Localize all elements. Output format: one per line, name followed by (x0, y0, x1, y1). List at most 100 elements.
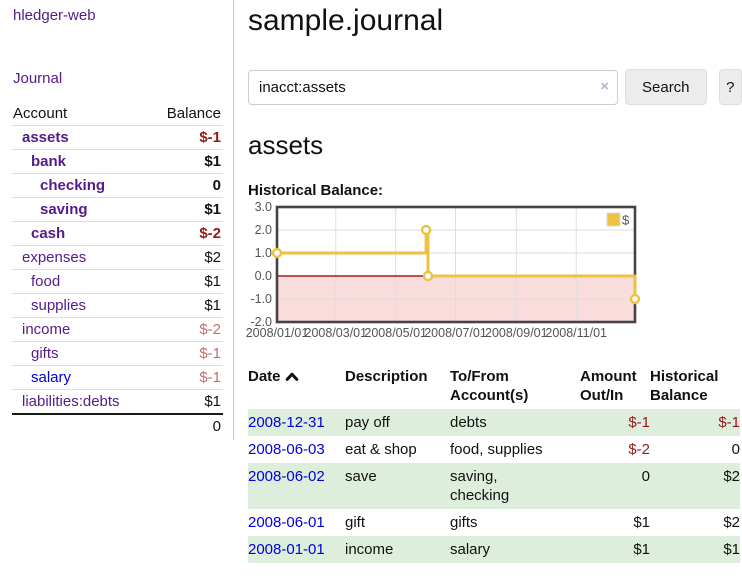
transaction-balance: 0 (731, 441, 740, 458)
account-row: expenses $2 (12, 245, 223, 270)
transaction-accounts: debts (450, 414, 487, 431)
transaction-amount: $1 (633, 541, 650, 558)
account-heading: assets (248, 130, 324, 160)
transaction-description: income (345, 541, 394, 558)
x-tick-label: 2008/11/01 (545, 326, 607, 340)
y-tick-label: -2.0 (250, 315, 272, 329)
sidebar: hledger-web Journal Account Balance asse… (0, 0, 233, 438)
register-row: 2008-06-02 save saving, checking 0 $2 (248, 463, 740, 509)
account-balance: $-1 (199, 129, 221, 146)
account-row: assets $-1 (12, 125, 223, 150)
balance-chart[interactable]: $3.0 2.0 1.0 0.0 -1.0 -2.02008/01/012008/03/0… (246, 200, 742, 342)
accounts-total-row: 0 (12, 414, 223, 438)
sort-ascending-icon (285, 368, 299, 387)
account-link[interactable]: food (31, 273, 61, 290)
account-link[interactable]: bank (31, 153, 67, 170)
account-row: income $-2 (12, 317, 223, 342)
register-row: 2008-01-01 income salary $1 $1 (248, 536, 740, 563)
accounts-header-row: Account Balance (12, 102, 223, 126)
transaction-amount: $-1 (628, 414, 650, 431)
chart-point (420, 224, 432, 236)
account-link[interactable]: gifts (31, 345, 59, 362)
account-link[interactable]: saving (40, 201, 88, 218)
clear-search-icon[interactable]: × (600, 77, 609, 95)
account-row: cash $-2 (12, 221, 223, 246)
search-input-wrap: × (248, 69, 618, 105)
search-bar: × Search ? (248, 69, 742, 105)
transaction-balance: $2 (723, 514, 740, 531)
account-balance: $1 (204, 201, 221, 218)
transaction-date-link[interactable]: 2008-06-03 (248, 441, 325, 458)
sidebar-divider (233, 0, 234, 440)
sidebar-item-journal[interactable]: Journal (13, 70, 63, 87)
y-tick-label: 2.0 (255, 223, 272, 237)
accounts-table: Account Balance assets $-1 bank $1 checking 0… (12, 102, 223, 438)
register-header-amount: Amount Out/In (580, 368, 637, 404)
account-row: salary $-1 (12, 365, 223, 390)
account-row: saving $1 (12, 197, 223, 222)
transaction-date-link[interactable]: 2008-12-31 (248, 414, 325, 431)
y-tick-label: 3.0 (255, 200, 272, 214)
register-header-date[interactable]: Date (248, 365, 345, 409)
legend-label: $ (622, 213, 630, 228)
account-link[interactable]: income (22, 321, 71, 338)
account-balance: $-2 (199, 225, 221, 242)
register-row: 2008-06-01 gift gifts $1 $2 (248, 509, 740, 536)
transaction-description: gift (345, 514, 366, 531)
chart-point (422, 270, 434, 282)
account-link[interactable]: liabilities:debts (22, 393, 120, 410)
y-tick-label: -1.0 (250, 292, 272, 306)
account-row: food $1 (12, 269, 223, 294)
page-title: sample.journal (248, 4, 444, 37)
account-link[interactable]: checking (40, 177, 106, 194)
transaction-date-link[interactable]: 2008-06-02 (248, 468, 325, 485)
account-balance: $-2 (199, 321, 221, 338)
register-header-row: Date Description To/From Account(s) Amou… (248, 365, 740, 409)
main-content: sample.journal × Search ? assets Histori… (246, 0, 742, 563)
help-button[interactable]: ? (718, 69, 742, 105)
register-table-body: 2008-12-31 pay off debts $-1 $-1 2008-06-03 ea… (248, 409, 740, 563)
account-balance: $1 (204, 273, 221, 290)
search-input[interactable] (248, 69, 618, 105)
legend-swatch (606, 212, 621, 227)
app-brand-link[interactable]: hledger-web (13, 7, 96, 24)
x-tick-label: 2008/05/01 (364, 326, 427, 340)
transaction-accounts: gifts (450, 514, 478, 531)
register-table: Date Description To/From Account(s) Amou… (248, 365, 740, 563)
account-row: gifts $-1 (12, 341, 223, 366)
y-tick-label: 0.0 (255, 269, 272, 283)
transaction-balance: $2 (723, 468, 740, 485)
account-balance: $-1 (199, 369, 221, 386)
transaction-amount: $1 (633, 514, 650, 531)
account-row: checking 0 (12, 173, 223, 198)
transaction-accounts: saving, checking (450, 468, 510, 504)
accounts-header-balance: Balance (166, 105, 221, 122)
register-row: 2008-12-31 pay off debts $-1 $-1 (248, 409, 740, 436)
account-row: bank $1 (12, 149, 223, 174)
account-link[interactable]: expenses (22, 249, 87, 266)
account-row: supplies $1 (12, 293, 223, 318)
account-balance: $2 (204, 249, 221, 266)
accounts-total-value: 0 (212, 418, 221, 435)
account-balance: $-1 (199, 345, 221, 362)
y-tick-label: 1.0 (255, 246, 272, 260)
transaction-date-link[interactable]: 2008-06-01 (248, 514, 325, 531)
account-link[interactable]: supplies (31, 297, 87, 314)
transaction-accounts: food, supplies (450, 441, 543, 458)
account-balance: $1 (204, 297, 221, 314)
account-link[interactable]: assets (22, 129, 69, 146)
transaction-amount: 0 (641, 468, 650, 485)
register-header-accounts: To/From Account(s) (450, 368, 529, 404)
register-header-description: Description (345, 368, 428, 385)
search-button[interactable]: Search (625, 69, 707, 105)
transaction-balance: $1 (723, 541, 740, 558)
chart-point (629, 293, 641, 305)
plot-border (275, 205, 637, 324)
chart-point (271, 247, 283, 259)
account-link[interactable]: cash (31, 225, 66, 242)
account-link[interactable]: salary (31, 369, 72, 386)
x-tick-label: 2008/09/01 (485, 326, 548, 340)
transaction-date-link[interactable]: 2008-01-01 (248, 541, 325, 558)
transaction-description: eat & shop (345, 441, 417, 458)
account-balance: $1 (204, 153, 221, 170)
